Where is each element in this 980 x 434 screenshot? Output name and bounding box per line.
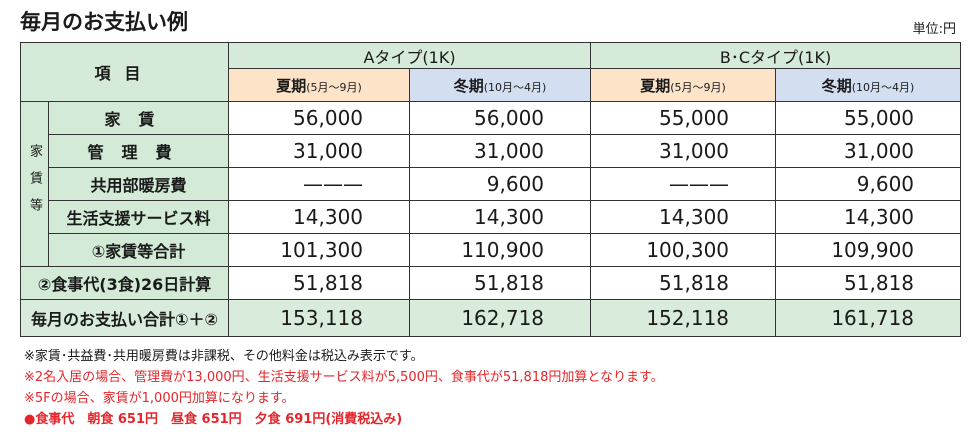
season-header: 夏期(5月～9月)	[590, 68, 777, 102]
amount-cell: 162,718	[409, 299, 592, 337]
season-header: 夏期(5月～9月)	[228, 68, 411, 102]
table-row: 毎月のお支払い合計①＋② 153,118 162,718 152,118 161,718	[19, 299, 962, 337]
amount-cell: 31,000	[590, 134, 777, 168]
amount-cell: 109,900	[775, 233, 962, 267]
amount-cell: 14,300	[775, 200, 962, 234]
amount-cell: 55,000	[775, 101, 962, 135]
season-period: (5月～9月)	[306, 80, 362, 94]
group-header: Aタイプ(1K)	[228, 42, 592, 69]
amount-cell: 153,118	[228, 299, 411, 337]
table-body: 家賃等 家賃 56,000 56,000 55,000 55,000 管理費 31,000 31…	[19, 101, 962, 337]
table-row: ①家賃等合計 101,300 110,900 100,300 109,900	[21, 233, 962, 267]
amount-cell: 51,818	[775, 266, 962, 300]
amount-cell: 152,118	[590, 299, 777, 337]
amount-cell: 51,818	[590, 266, 777, 300]
meal-note: ●食事代 朝食 651円 昼食 651円 夕食 691円(消費税込み)	[24, 412, 403, 427]
header-row: 項目 Aタイプ(1K) B･Cタイプ(1K)	[19, 42, 962, 102]
amount-cell: ———	[228, 167, 411, 201]
item-header: 項目	[19, 42, 230, 102]
table-row: ②食事代(3食)26日計算 51,818 51,818 51,818 51,818	[19, 266, 962, 300]
season-header: 冬期(10月～4月)	[775, 68, 962, 102]
amount-cell: 56,000	[409, 101, 592, 135]
amount-cell: 9,600	[409, 167, 592, 201]
season-header: 冬期(10月～4月)	[409, 68, 592, 102]
amount-cell: 101,300	[228, 233, 411, 267]
amount-cell: 51,818	[409, 266, 592, 300]
season-period: (10月～4月)	[483, 80, 547, 94]
notes: ※家賃･共益費･共用暖房費は非課税、その他料金は税込み表示です。 ※2名入居の場…	[24, 346, 664, 430]
row-header: 管理費	[47, 134, 230, 168]
season-label: 夏期	[276, 76, 307, 95]
row-header: ②食事代(3食)26日計算	[19, 266, 230, 300]
amount-cell: 56,000	[228, 101, 411, 135]
note: ※家賃･共益費･共用暖房費は非課税、その他料金は税込み表示です。	[24, 349, 424, 364]
amount-cell: 14,300	[409, 200, 592, 234]
amount-cell: 110,900	[409, 233, 592, 267]
amount-cell: 161,718	[775, 299, 962, 337]
note: ※2名入居の場合、管理費が13,000円、生活支援サービス料が5,500円、食事…	[24, 370, 664, 385]
table-row: 管理費 31,000 31,000 31,000 31,000	[21, 134, 962, 168]
note: ※5Fの場合、家賃が1,000円加算になります。	[24, 391, 295, 406]
page-title: 毎月のお支払い例	[20, 10, 188, 34]
amount-cell: 51,818	[228, 266, 411, 300]
season-period: (10月～4月)	[851, 80, 915, 94]
table-row: 家賃等 家賃 56,000 56,000 55,000 55,000	[20, 101, 962, 267]
amount-cell: 14,300	[590, 200, 777, 234]
season-label: 冬期	[453, 76, 484, 95]
amount-cell: 31,000	[228, 134, 411, 168]
season-label: 冬期	[821, 76, 852, 95]
season-period: (5月～9月)	[670, 80, 726, 94]
amount-cell: 9,600	[775, 167, 962, 201]
amount-cell: 100,300	[590, 233, 777, 267]
row-header: 生活支援サービス料	[47, 200, 230, 234]
amount-cell: 31,000	[409, 134, 592, 168]
payment-table: 項目 Aタイプ(1K) B･Cタイプ(1K) 夏期(5月～9月) 冬期(10月～…	[19, 42, 962, 337]
season-label: 夏期	[640, 76, 671, 95]
unit-label: 単位:円	[912, 22, 956, 37]
season-row: 夏期(5月～9月) 冬期(10月～4月) 夏期(5月～9月) 冬期(10月～4月…	[21, 68, 962, 102]
row-header: ①家賃等合計	[47, 233, 230, 267]
row-header: 家賃	[47, 101, 230, 135]
group-header: B･Cタイプ(1K)	[590, 42, 962, 69]
table-row: 共用部暖房費 ——— 9,600 ——— 9,600	[21, 167, 962, 201]
row-header: 毎月のお支払い合計①＋②	[19, 299, 230, 337]
amount-cell: 31,000	[775, 134, 962, 168]
row-header: 共用部暖房費	[47, 167, 230, 201]
table-row: 生活支援サービス料 14,300 14,300 14,300 14,300	[21, 200, 962, 234]
amount-cell: ———	[590, 167, 777, 201]
amount-cell: 55,000	[590, 101, 777, 135]
group-label: 家賃等	[20, 101, 49, 267]
amount-cell: 14,300	[228, 200, 411, 234]
